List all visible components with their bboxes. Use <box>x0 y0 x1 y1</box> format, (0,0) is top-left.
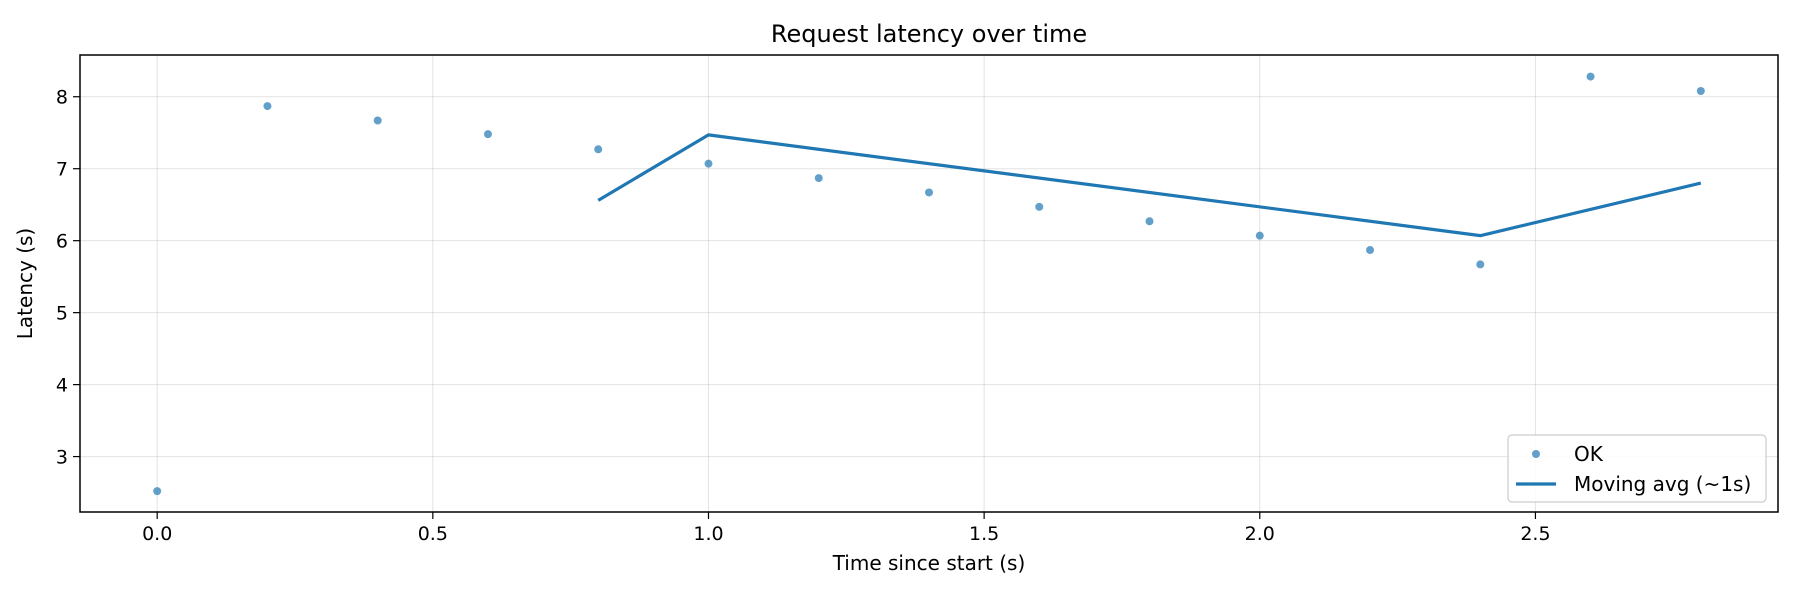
plot-frame <box>79 54 1779 513</box>
y-axis-label: Latency (s) <box>13 228 37 339</box>
scatter-point-ok <box>1145 217 1154 226</box>
x-axis-label: Time since start (s) <box>832 551 1026 575</box>
chart-title: Request latency over time <box>771 20 1087 48</box>
grid-layer <box>80 55 1778 512</box>
x-tick-label: 1.0 <box>693 523 723 545</box>
y-tick-label: 4 <box>56 375 68 397</box>
x-tick-label: 0.5 <box>418 523 448 545</box>
scatter-point-ok <box>1255 231 1264 240</box>
scatter-point-ok <box>704 159 713 168</box>
x-tick-label: 2.5 <box>1520 523 1550 545</box>
scatter-point-ok <box>1696 86 1705 95</box>
legend: OK Moving avg (~1s) <box>1507 434 1767 503</box>
scatter-point-ok <box>263 102 272 111</box>
scatter-point-ok <box>1586 72 1595 81</box>
x-tick-label: 1.5 <box>969 523 999 545</box>
y-tick-label: 3 <box>56 447 68 469</box>
x-tick-label: 2.0 <box>1245 523 1275 545</box>
scatter-point-ok <box>1366 246 1375 255</box>
moving-avg-line <box>597 133 1702 238</box>
scatter-point-ok <box>1035 202 1044 211</box>
y-tick-label: 7 <box>56 159 68 181</box>
scatter-point-ok <box>153 487 162 496</box>
series-layer <box>153 72 1705 496</box>
x-tick-label: 0.0 <box>142 523 172 545</box>
scatter-point-ok <box>373 116 382 125</box>
scatter-point-ok <box>1476 260 1485 269</box>
scatter-point-ok <box>483 130 492 139</box>
scatter-point-ok <box>594 145 603 154</box>
scatter-point-ok <box>925 188 933 197</box>
legend-ok-label: OK <box>1574 442 1604 466</box>
y-tick-label: 6 <box>56 231 68 253</box>
y-tick-label: 5 <box>56 303 68 325</box>
legend-avg-label: Moving avg (~1s) <box>1574 472 1751 496</box>
legend-ok-marker <box>1532 450 1540 458</box>
tick-layer: 0.0 0.5 1.0 1.5 2.0 2.5 3 4 5 6 7 8 <box>56 87 1551 545</box>
legend-box <box>1507 434 1767 503</box>
scatter-point-ok <box>814 174 823 183</box>
y-tick-label: 8 <box>56 87 68 109</box>
